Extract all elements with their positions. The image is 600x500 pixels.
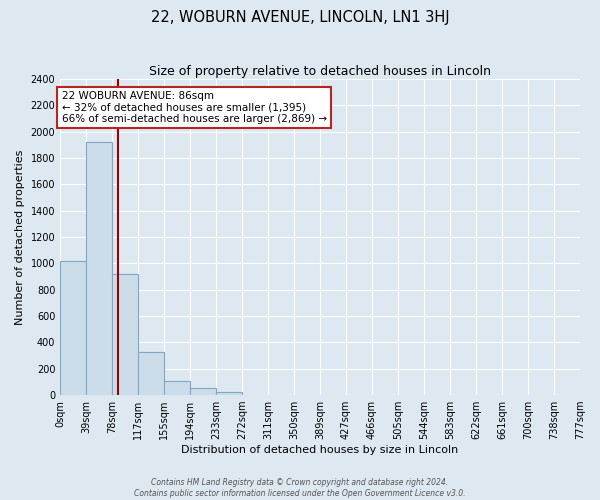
Bar [60, 261, 86, 395]
Text: Contains HM Land Registry data © Crown copyright and database right 2024.
Contai: Contains HM Land Registry data © Crown c… [134, 478, 466, 498]
Bar [164, 380, 190, 395]
Bar [190, 388, 216, 395]
Y-axis label: Number of detached properties: Number of detached properties [15, 150, 25, 325]
Bar [216, 392, 242, 395]
Bar [112, 274, 139, 395]
X-axis label: Distribution of detached houses by size in Lincoln: Distribution of detached houses by size … [181, 445, 459, 455]
Text: 22 WOBURN AVENUE: 86sqm
← 32% of detached houses are smaller (1,395)
66% of semi: 22 WOBURN AVENUE: 86sqm ← 32% of detache… [62, 91, 326, 124]
Title: Size of property relative to detached houses in Lincoln: Size of property relative to detached ho… [149, 65, 491, 78]
Bar [139, 352, 164, 395]
Bar [86, 142, 112, 395]
Text: 22, WOBURN AVENUE, LINCOLN, LN1 3HJ: 22, WOBURN AVENUE, LINCOLN, LN1 3HJ [151, 10, 449, 25]
